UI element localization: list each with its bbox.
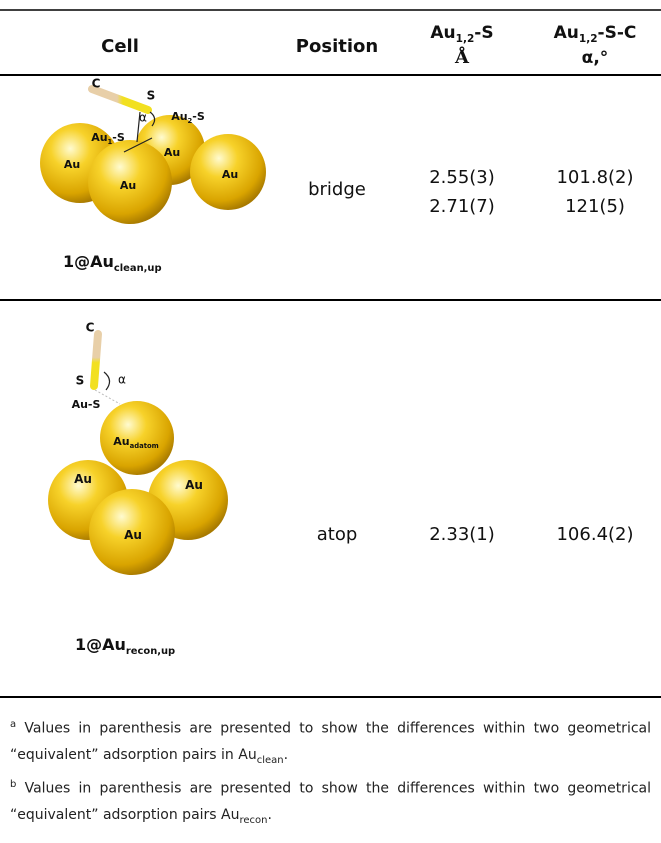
angle-label: α (118, 373, 126, 387)
footnote: a Values in parenthesis are presented to… (10, 712, 651, 773)
angle-label: α (139, 111, 147, 125)
footnote-text: Values in parenthesis are presented to s… (10, 780, 651, 823)
footnote-end: . (283, 746, 289, 763)
cell-label: 1@Auclean,up (63, 252, 162, 274)
text-part: Au (171, 110, 187, 123)
text-part: -S (474, 23, 493, 43)
text-part: Au (164, 146, 180, 159)
text-part: -S (112, 131, 125, 144)
sphere-label: Au (64, 158, 80, 171)
figure-bridge (40, 85, 266, 224)
subscript: adatom (130, 442, 159, 450)
sphere-label: Au (74, 472, 92, 486)
bond-length: 2.71(7) (429, 196, 495, 217)
text-part: Au (430, 23, 455, 43)
subscript: recon,up (126, 646, 175, 657)
footnote: b Values in parenthesis are presented to… (10, 772, 651, 833)
sphere-label: Au (185, 478, 203, 492)
sphere-label: Au (164, 146, 180, 159)
text-part: Au (74, 472, 92, 486)
bond-length: 2.33(1) (429, 524, 495, 545)
text-part: Au (64, 158, 80, 171)
bond-label: Au2-S (171, 110, 205, 125)
text-part: Au (91, 131, 107, 144)
column-unit: Å (454, 45, 470, 68)
sphere-label: Au (120, 179, 136, 192)
atom-label: S (147, 89, 156, 103)
atom-label: C (92, 77, 101, 91)
footnote-text: Values in parenthesis are presented to s… (10, 720, 651, 763)
bond-label: Au-S (72, 398, 101, 411)
position: bridge (308, 179, 366, 200)
bond-angle: 106.4(2) (556, 524, 633, 545)
subscript: 1,2 (456, 33, 475, 45)
cell-label: 1@Aurecon,up (75, 635, 175, 657)
sphere-label: Auadatom (113, 435, 158, 450)
bond-label: Au1-S (91, 131, 125, 146)
column-header: Au1,2-S-C (554, 23, 637, 45)
column-header: Position (296, 36, 378, 57)
subscript: clean (256, 754, 284, 766)
atom-label: C (86, 321, 95, 335)
bond-angle: 101.8(2) (556, 167, 633, 188)
position: atop (317, 524, 358, 545)
subscript: 1 (108, 138, 113, 146)
text-part: Au (120, 179, 136, 192)
column-header: Cell (101, 36, 139, 57)
text-part: -S (192, 110, 205, 123)
text-part: Au (185, 478, 203, 492)
subscript: recon (239, 814, 268, 826)
text-part: 1@Au (63, 252, 114, 271)
text-part: Au (554, 23, 579, 43)
sphere-label: Au (124, 528, 142, 542)
text-part: Au-S (72, 398, 101, 411)
text-part: Au (124, 528, 142, 542)
figure-atop (48, 330, 228, 575)
text-part: -S-C (598, 23, 637, 43)
subscript: 2 (188, 117, 193, 125)
column-unit: α,° (582, 48, 609, 68)
text-part: Au (113, 435, 129, 448)
bond-angle: 121(5) (565, 196, 625, 217)
footnote-mark: b (10, 779, 17, 790)
bond-length: 2.55(3) (429, 167, 495, 188)
atom-label: S (76, 374, 85, 388)
sphere-label: Au (222, 168, 238, 181)
subscript: clean,up (114, 263, 162, 274)
footnote-mark: a (10, 719, 17, 730)
footnote-end: . (267, 806, 272, 823)
subscript: 1,2 (579, 33, 598, 45)
text-part: Au (222, 168, 238, 181)
text-part: 1@Au (75, 635, 126, 654)
column-header: Au1,2-S (430, 23, 493, 45)
